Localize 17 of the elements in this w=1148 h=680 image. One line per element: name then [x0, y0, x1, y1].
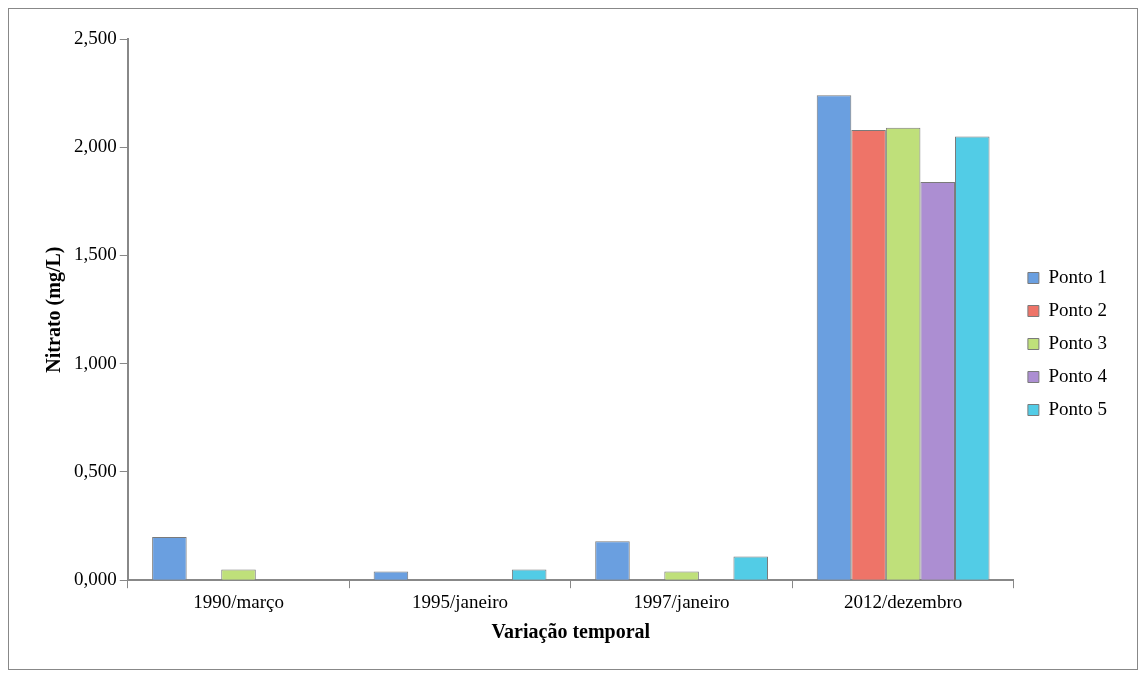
x-tick-label: 1995/janeiro — [412, 590, 509, 612]
y-tick-label: 2,000 — [74, 135, 117, 157]
legend-label: Ponto 2 — [1048, 298, 1108, 320]
y-axis-title: Nitrato (mg/L) — [42, 246, 66, 373]
legend-label: Ponto 3 — [1048, 331, 1108, 353]
y-tick-label: 1,000 — [74, 351, 117, 373]
x-tick-label: 1997/janeiro — [633, 590, 730, 612]
x-tick-label: 2012/dezembro — [844, 590, 963, 612]
y-tick-label: 1,500 — [74, 243, 117, 265]
x-tick-label: 1990/março — [193, 590, 284, 612]
legend-label: Ponto 1 — [1048, 265, 1108, 287]
x-axis-title: Variação temporal — [491, 620, 651, 644]
legend-label: Ponto 4 — [1048, 364, 1108, 386]
y-tick-label: 0,000 — [74, 568, 117, 590]
y-tick-label: 2,500 — [74, 26, 117, 48]
y-tick-label: 0,500 — [74, 459, 117, 481]
legend-label: Ponto 5 — [1048, 397, 1108, 419]
